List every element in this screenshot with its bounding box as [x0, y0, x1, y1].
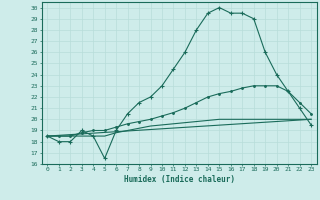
X-axis label: Humidex (Indice chaleur): Humidex (Indice chaleur)	[124, 175, 235, 184]
